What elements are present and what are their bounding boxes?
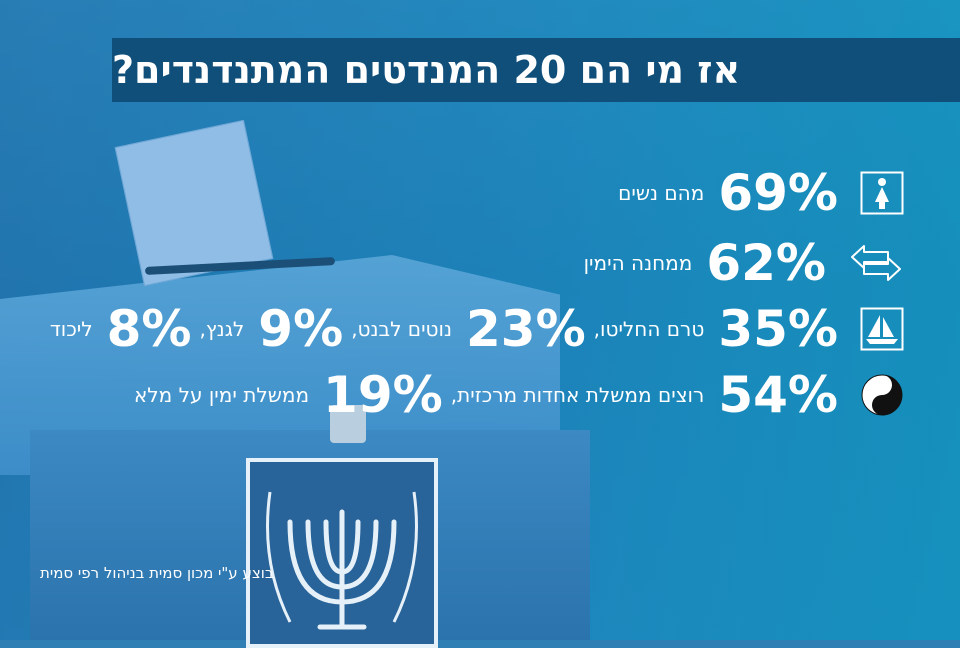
- stat-row-right-camp: 62% ממחנה הימין: [576, 236, 904, 290]
- stat-value: 54%: [718, 366, 838, 424]
- stat-value: 8%: [106, 300, 192, 358]
- stat-row-undecided: 35% טרם החליטו, 23% נוטים לבנט, 9% לגנץ,…: [42, 302, 904, 356]
- stat-value: 62%: [706, 234, 826, 292]
- title-banner: אז מי הם 20 המנדטים המתנדנדים?: [112, 38, 960, 102]
- stat-row-women: 69% מהם נשים: [610, 166, 904, 220]
- woman-icon: [860, 171, 904, 215]
- stat-label: ליכוד: [49, 317, 93, 341]
- stat-label: רוצים ממשלת אחדות מרכזית,: [450, 383, 705, 407]
- boat-icon: [860, 307, 904, 351]
- stat-value: 35%: [718, 300, 838, 358]
- stat-value: 9%: [258, 300, 344, 358]
- menorah-emblem-icon: [246, 458, 438, 648]
- background-overlay: [560, 100, 960, 640]
- page-title: אז מי הם 20 המנדטים המתנדנדים?: [112, 48, 741, 92]
- arrows-left-right-icon: [848, 241, 904, 285]
- stat-label: ממחנה הימין: [583, 251, 693, 275]
- yin-yang-icon: [860, 373, 904, 417]
- stat-row-government: 54% רוצים ממשלת אחדות מרכזית, 19% ממשלת …: [126, 368, 904, 422]
- stat-value: 23%: [465, 300, 586, 358]
- stat-label: לגנץ,: [199, 317, 245, 341]
- stat-label: טרם החליטו,: [593, 317, 705, 341]
- stat-label: נוטים לבנט,: [351, 317, 452, 341]
- source-credit: בוצע ע"י מכון סמית בניהול רפי סמית: [40, 564, 274, 582]
- stat-value: 19%: [323, 366, 443, 424]
- stat-label: ממשלת ימין על מלא: [133, 383, 310, 407]
- ballot-box-lock: [330, 405, 366, 443]
- stat-value: 69%: [718, 164, 838, 222]
- stat-label: מהם נשים: [618, 181, 705, 205]
